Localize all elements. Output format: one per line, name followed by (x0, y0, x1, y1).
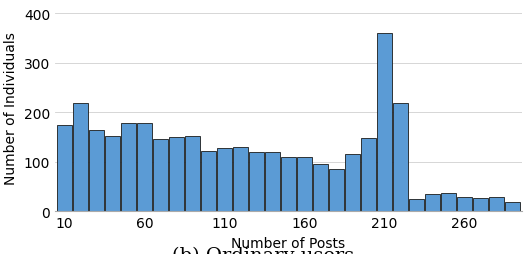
X-axis label: Number of Posts: Number of Posts (231, 236, 346, 250)
Bar (441, 193, 456, 212)
Bar (393, 104, 408, 212)
Bar (409, 199, 424, 212)
Bar (281, 157, 296, 212)
Bar (185, 136, 200, 212)
Bar (361, 138, 376, 212)
Bar (201, 151, 216, 212)
Bar (377, 34, 392, 212)
Bar (424, 194, 440, 212)
Bar (329, 170, 344, 212)
Bar (217, 148, 232, 212)
Bar (57, 125, 72, 212)
Bar (105, 136, 120, 212)
Bar (504, 203, 520, 212)
Bar (153, 139, 168, 212)
Bar (489, 197, 504, 212)
Bar (73, 104, 88, 212)
Bar (169, 137, 184, 212)
Bar (313, 165, 328, 212)
Bar (249, 152, 264, 212)
Bar (89, 130, 104, 212)
Text: (b) Ordinary users: (b) Ordinary users (172, 246, 354, 254)
Bar (265, 152, 280, 212)
Y-axis label: Number of Individuals: Number of Individuals (4, 32, 18, 184)
Bar (473, 198, 488, 212)
Bar (121, 124, 136, 212)
Bar (137, 124, 152, 212)
Bar (233, 147, 248, 212)
Bar (345, 155, 360, 212)
Bar (457, 197, 472, 212)
Bar (297, 157, 312, 212)
